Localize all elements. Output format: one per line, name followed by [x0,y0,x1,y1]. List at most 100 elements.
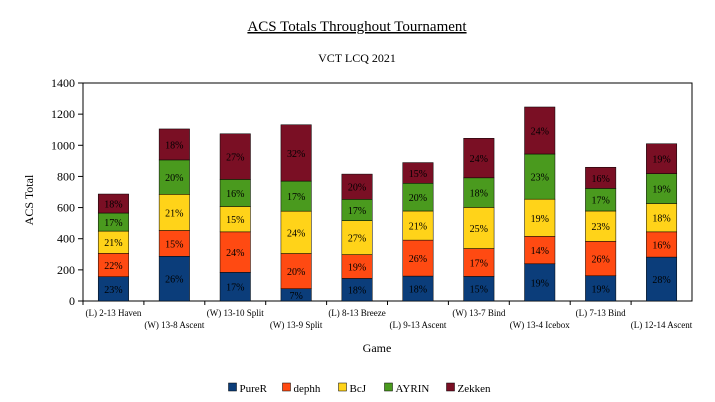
data-label: 24% [226,248,244,259]
legend-label: AYRIN [396,383,430,395]
x-axis: (L) 2-13 Haven(W) 13-8 Ascent(W) 13-10 S… [82,301,693,330]
bar-segment-bcj [524,198,556,237]
bar-segment-zekken [646,143,678,174]
legend-swatch-zekken [446,382,455,392]
bar-segment-zekken [158,128,190,161]
data-label: 7% [289,291,302,302]
bars: 23% 22% 21% 17% 18% 26% 15% 21% 20% 18% 17% 24% 15% 1… [97,106,678,302]
data-label: 22% [104,261,122,272]
data-label: 19% [591,284,609,295]
y-tick-label: 1200 [51,107,75,121]
data-label: 15% [409,169,427,180]
x-tick-label: (L) 2-13 Haven [85,308,141,318]
bar-segment-dephh [463,248,495,277]
data-label: 18% [409,285,427,296]
data-label: 21% [104,238,122,249]
data-label: 18% [165,140,183,151]
data-label: 24% [287,228,305,239]
bar-segment-purer [219,272,251,302]
bar-segment-zekken [97,193,129,214]
data-label: 16% [591,174,609,185]
data-label: 23% [104,285,122,296]
x-axis-title: Game [363,341,392,355]
y-tick-label: 200 [57,263,75,277]
chart-title: ACS Totals Throughout Tournament [247,19,467,35]
data-label: 15% [226,215,244,226]
y-tick-label: 400 [57,232,75,246]
y-axis-title: ACS Total [22,174,36,225]
chart-subtitle: VCT LCQ 2021 [318,51,396,65]
bar-segment-purer [158,256,190,302]
x-tick-label: (L) 9-13 Ascent [389,320,446,330]
bar-segment-zekken [402,162,434,184]
data-label: 24% [470,154,488,165]
data-label: 25% [470,224,488,235]
data-label: 17% [470,258,488,269]
bar-segment-dephh [646,231,678,258]
data-label: 17% [226,283,244,294]
x-tick-label: (W) 13-4 Icebox [510,320,570,330]
y-axis: 0 200 400 600 800 1000 1200 1400 [51,76,83,308]
data-label: 20% [287,267,305,278]
data-label: 16% [226,189,244,200]
bar-segment-zekken [585,166,617,189]
legend-swatch-ayrin [384,382,393,392]
legend-label: Zekken [458,383,491,395]
legend-swatch-dephh [282,382,291,392]
data-label: 17% [104,218,122,229]
data-label: 23% [531,173,549,184]
bar-segment-bcj [280,210,312,254]
bar-segment-ayrin [219,179,251,207]
bar-segment-zekken [463,138,495,179]
data-label: 18% [652,214,670,225]
data-label: 28% [652,275,670,286]
y-tick-label: 600 [57,201,75,215]
data-label: 21% [409,222,427,233]
bar-segment-bcj [158,194,190,231]
data-label: 17% [287,192,305,203]
legend-swatch-purer [228,382,237,392]
data-label: 21% [165,208,183,219]
x-tick-label: (W) 13-10 Split [207,308,264,318]
data-label: 18% [348,286,366,297]
bar-segment-bcj [585,210,617,242]
data-label: 14% [531,246,549,257]
data-label: 26% [409,254,427,265]
data-label: 18% [470,189,488,200]
bar-segment-zekken [219,133,251,180]
data-label: 27% [348,234,366,245]
legend: PureR dephh BcJ AYRIN Zekken [228,382,491,395]
data-label: 32% [287,149,305,160]
bar-segment-dephh [524,236,556,265]
x-tick-label: (L) 8-13 Breeze [328,308,385,318]
bar-segment-zekken [524,106,556,155]
bar-segment-zekken [280,124,312,182]
data-label: 19% [652,185,670,196]
y-tick-label: 0 [69,294,75,308]
bar-segment-purer [97,276,129,302]
data-label: 20% [409,193,427,204]
data-label: 17% [348,206,366,217]
data-label: 17% [591,196,609,207]
data-label: 19% [531,214,549,225]
x-tick-label: (W) 13-8 Ascent [144,320,204,330]
y-tick-label: 1400 [51,76,75,90]
data-label: 20% [165,173,183,184]
data-label: 15% [165,239,183,250]
bar-segment-ayrin [158,159,190,195]
data-label: 23% [591,222,609,233]
bar-segment-dephh [585,241,617,277]
data-label: 19% [531,278,549,289]
legend-label: PureR [240,383,268,395]
legend-label: dephh [294,383,321,395]
bar-segment-bcj [646,203,678,233]
x-tick-label: (L) 12-14 Ascent [631,320,693,330]
data-label: 20% [348,183,366,194]
x-tick-label: (W) 13-7 Bind [452,308,505,318]
data-label: 27% [226,153,244,164]
bar-segment-purer [524,263,556,302]
bar-segment-purer [402,275,434,302]
bar-segment-zekken [341,173,373,200]
legend-label: BcJ [350,383,367,395]
